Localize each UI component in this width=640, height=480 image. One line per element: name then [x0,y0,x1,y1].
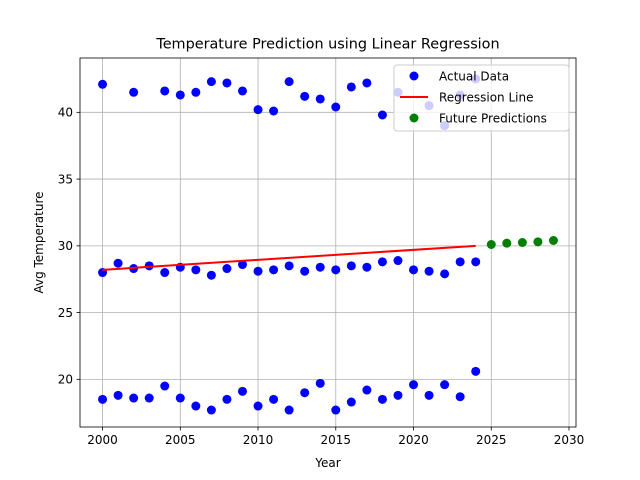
future-prediction-point [517,238,527,247]
actual-data-point [269,394,279,404]
actual-data-point [222,394,232,404]
actual-data-point [237,86,247,96]
actual-data-point [98,394,108,404]
y-axis-label: Avg Temperature [32,191,46,293]
actual-data-point [237,260,247,270]
actual-data-point [269,265,279,275]
actual-data-point [362,262,372,272]
actual-data-point [393,256,403,266]
actual-data-point [300,266,310,276]
actual-data-point [424,390,434,400]
actual-data-point [471,366,481,376]
actual-data-point [191,87,201,97]
actual-data-point [129,87,139,97]
actual-data-point [300,91,310,101]
actual-data-point [471,257,481,267]
actual-data-point [160,381,170,391]
legend-marker-swatch [409,113,419,123]
actual-data-point [113,258,123,268]
actual-data-point [362,78,372,88]
actual-data-point [206,77,216,87]
actual-data-point [206,270,216,280]
actual-data-point [222,78,232,88]
x-tick-label: 2015 [321,433,352,447]
actual-data-point [144,393,154,403]
future-prediction-point [533,237,543,247]
legend-box [393,64,570,132]
y-tick-label: 35 [58,172,73,186]
regression-line [102,244,476,271]
y-tick-label: 25 [58,306,73,320]
actual-data-point [346,82,356,92]
x-tick-label: 2020 [398,433,429,447]
plot-area [98,74,558,415]
actual-data-point [440,380,450,390]
actual-data-point [440,269,450,279]
actual-data-point [315,262,325,272]
actual-data-point [253,105,263,115]
actual-data-point [175,393,185,403]
actual-data-point [455,257,465,267]
actual-data-point [129,393,139,403]
y-tick-label: 20 [58,373,73,387]
actual-data-point [284,261,294,271]
future-prediction-point [486,240,496,250]
actual-data-point [409,380,419,390]
actual-data-point [455,392,465,402]
actual-data-point [175,90,185,100]
future-prediction-point [502,238,512,248]
actual-data-point [113,390,123,400]
actual-data-point [393,390,403,400]
actual-data-point [253,401,263,411]
chart-title: Temperature Prediction using Linear Regr… [155,37,499,53]
actual-data-point [206,405,216,415]
y-tick-label: 30 [58,239,73,253]
y-tick-label: 40 [58,106,73,120]
legend: Actual Data Regression Line Future Predict… [393,64,570,132]
actual-data-point [300,388,310,398]
x-tick-label: 2000 [87,433,118,447]
actual-data-point [362,385,372,395]
actual-data-point [315,94,325,104]
actual-data-point [284,405,294,415]
legend-label: Actual Data [439,69,509,83]
actual-data-point [191,401,201,411]
actual-data-point [98,79,108,89]
actual-data-point [377,257,387,267]
legend-marker-swatch [409,71,419,81]
actual-data-point [346,261,356,271]
future-prediction-point [548,235,558,245]
x-axis-label: Year [314,456,340,470]
actual-data-point [222,264,232,274]
actual-data-point [377,394,387,404]
x-tick-label: 2025 [476,433,507,447]
actual-data-point [269,106,279,116]
actual-data-point [237,386,247,396]
actual-data-point [331,265,341,275]
actual-data-point [253,266,263,276]
x-tick-label: 2010 [243,433,274,447]
actual-data-point [424,266,434,276]
actual-data-point [331,102,341,112]
actual-data-point [160,268,170,278]
actual-data-point [346,397,356,407]
x-tick-label: 2005 [165,433,196,447]
actual-data-point [377,110,387,120]
x-tick-label: 2030 [554,433,585,447]
actual-data-point [409,265,419,275]
actual-data-point [191,265,201,275]
axes-frame [79,57,577,428]
actual-data-point [331,405,341,415]
legend-label: Regression Line [439,90,533,104]
actual-data-point [315,378,325,388]
actual-data-point [284,77,294,87]
legend-label: Future Predictions [439,111,547,125]
actual-data-point [160,86,170,96]
